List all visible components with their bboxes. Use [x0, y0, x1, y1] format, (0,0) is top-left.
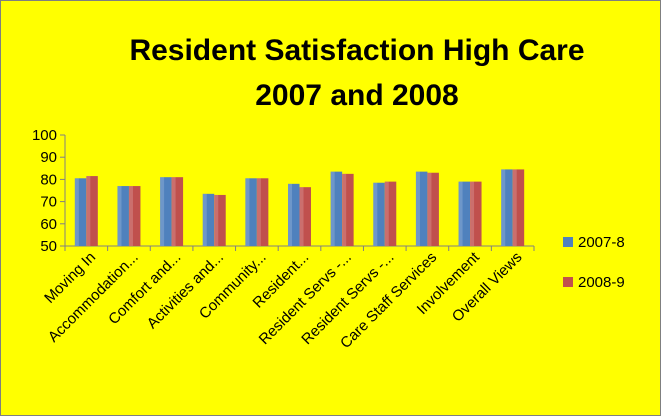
bar-2007-8 [160, 177, 172, 246]
bar-2007-8 [373, 182, 385, 246]
bar-highlight [171, 177, 176, 246]
bar-highlight [458, 181, 463, 246]
bar-2008-9 [256, 178, 269, 246]
bar-2007-8 [330, 171, 343, 246]
chart-title-line-1: Resident Satisfaction High Care [129, 34, 584, 67]
bar-highlight [427, 172, 432, 246]
bar-highlight [415, 171, 420, 246]
bar-highlight [512, 169, 517, 246]
bar-2008-9 [128, 186, 141, 246]
bar-highlight [160, 177, 165, 246]
bar-2008-9 [171, 177, 184, 246]
bar-2008-9 [299, 187, 311, 246]
bar-2007-8 [458, 181, 471, 246]
y-tick-label: 100 [32, 127, 57, 144]
y-tick-label: 90 [40, 149, 57, 166]
bar-2008-9 [427, 172, 439, 246]
bar-2007-8 [245, 178, 257, 246]
bar-highlight [288, 183, 293, 246]
bar-highlight [86, 176, 91, 246]
x-category-label: Activities and... [144, 249, 227, 332]
bar-highlight [330, 171, 335, 246]
bar-highlight [373, 182, 378, 246]
y-tick-label: 60 [40, 216, 57, 233]
bar-2008-9 [512, 169, 525, 246]
y-tick-label: 80 [40, 171, 57, 188]
legend-label: 2007-8 [578, 234, 625, 251]
bar-highlight [501, 169, 506, 246]
bar-highlight [202, 193, 207, 246]
bar-highlight [470, 181, 475, 246]
bar-2008-9 [86, 176, 98, 246]
bar-2007-8 [415, 171, 428, 246]
bar-highlight [342, 173, 347, 246]
legend-swatch [563, 277, 573, 287]
bar-2007-8 [202, 193, 215, 246]
y-tick-label: 70 [40, 194, 57, 211]
bar-2007-8 [288, 183, 300, 246]
bar-2008-9 [214, 194, 226, 246]
bar-2008-9 [470, 181, 482, 246]
chart-title-line-2: 2007 and 2008 [255, 79, 458, 112]
bar-highlight [384, 181, 389, 246]
bar-2007-8 [117, 186, 129, 246]
bar-highlight [299, 187, 304, 246]
legend: 2007-8 2008-9 [563, 234, 625, 291]
bar-highlight [214, 194, 219, 246]
bar-highlight [245, 178, 250, 246]
bar-highlight [256, 178, 261, 246]
bar-highlight [128, 186, 133, 246]
bars [74, 169, 525, 246]
legend-label: 2008-9 [578, 274, 625, 291]
bar-highlight [74, 178, 79, 246]
bar-2008-9 [342, 173, 354, 246]
legend-swatch [563, 237, 573, 247]
bar-2008-9 [384, 181, 397, 246]
bar-2007-8 [501, 169, 513, 246]
bar-highlight [117, 186, 122, 246]
bar-2007-8 [74, 178, 87, 246]
y-tick-label: 50 [40, 238, 57, 255]
